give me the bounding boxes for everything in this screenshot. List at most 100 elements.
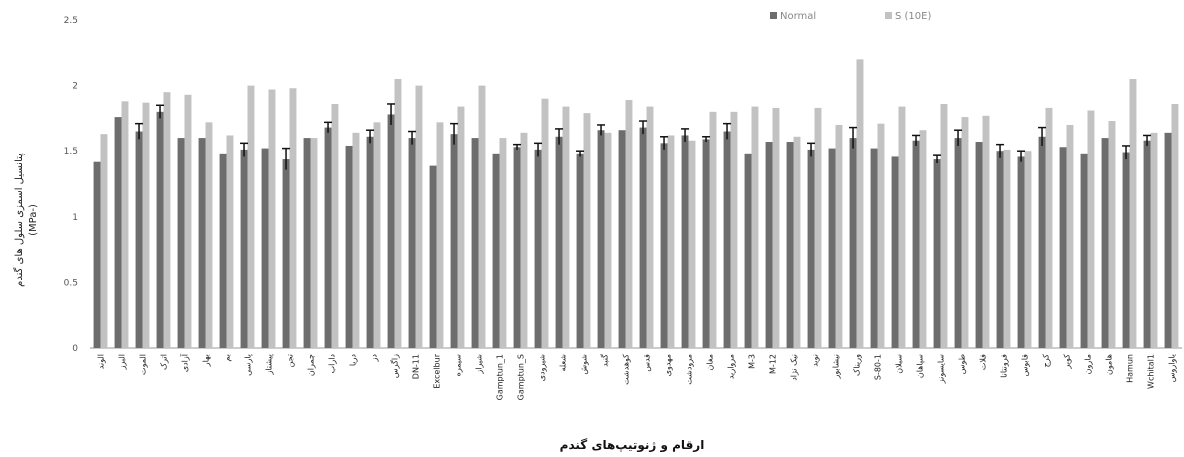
category-label: مروارید [727, 354, 736, 379]
category-label: شیرودی [538, 354, 547, 382]
category-label: کویر [1063, 354, 1072, 370]
category-label: الوند [97, 354, 106, 369]
category-label: Hamun [1126, 354, 1135, 383]
bar-normal [723, 131, 731, 348]
category-label: الموت [139, 354, 148, 375]
bar-stress [1045, 107, 1053, 349]
bar-stress [1108, 121, 1116, 349]
category-label: دز [370, 354, 379, 363]
bar-stress [373, 122, 381, 348]
bar-normal [93, 161, 101, 348]
bar-stress [961, 117, 969, 348]
y-tick-label: 0 [72, 344, 78, 354]
bar-stress [940, 103, 948, 348]
bar-normal [765, 142, 773, 348]
bar-stress [394, 79, 402, 348]
y-tick-label: 1.5 [64, 147, 78, 157]
category-label: S-80-1 [874, 354, 883, 380]
category-label: DN-11 [412, 354, 421, 379]
category-label: شوش [580, 354, 589, 375]
error-bars [135, 103, 1152, 170]
category-label: مارون [1084, 354, 1093, 374]
bar-normal [870, 148, 878, 348]
category-label: شیراز [475, 354, 484, 375]
bar-normal [618, 130, 626, 348]
bar-stress [982, 115, 990, 348]
category-label: کرج [1042, 354, 1051, 368]
bar-normal [828, 148, 836, 348]
bar-normal [1101, 138, 1109, 348]
bar-normal [891, 156, 899, 348]
category-label: Wchital1 [1147, 354, 1156, 389]
bar-stress [604, 132, 612, 348]
category-label: فرونتانا [1000, 354, 1009, 378]
category-label: Gamptun_S [517, 354, 526, 400]
category-label: سایسونز [937, 354, 946, 385]
bar-normal [282, 159, 290, 348]
bar-stress [352, 132, 360, 348]
category-label: قابوس [1021, 354, 1030, 377]
bar-stress [121, 101, 129, 348]
bar-stress [583, 113, 591, 349]
bar-normal [387, 114, 395, 349]
legend-label-normal: Normal [780, 11, 816, 22]
bar-normal [429, 165, 437, 348]
bar-stress [751, 106, 759, 348]
y-axis-title-line2: (MPa-) [28, 204, 39, 236]
category-label: مرودشت [685, 354, 694, 385]
bar-stress [1129, 79, 1137, 348]
bar-normal [471, 138, 479, 348]
bar-stress [289, 88, 297, 348]
bar-stress [919, 130, 927, 348]
category-label: M-12 [769, 354, 778, 374]
category-label: Gamptun_1 [496, 354, 505, 400]
category-label: نیک نژاد [790, 354, 799, 381]
category-label: M-3 [748, 354, 757, 369]
bar-normal [996, 151, 1004, 348]
bar-normal [156, 111, 164, 348]
bar-stress [1066, 124, 1074, 349]
bar-stress [436, 122, 444, 348]
bar-stress [163, 92, 171, 348]
bar-normal [975, 142, 983, 348]
bar-stress [457, 106, 465, 348]
bar-normal [807, 149, 815, 348]
bar-normal [1080, 153, 1088, 348]
bar-normal [954, 138, 962, 348]
bar-normal [534, 149, 542, 348]
category-label: نیشابور [832, 354, 841, 379]
bar-stress [310, 138, 318, 348]
bar-normal [744, 153, 752, 348]
bar-stress [667, 135, 675, 348]
bar-normal [1038, 136, 1046, 348]
category-label: پیشتاز [265, 354, 274, 376]
y-axis-title-line1: پتانسیل اسمزی سلول های گندم [13, 153, 25, 287]
bar-normal [408, 138, 416, 348]
y-tick-label: 2.5 [64, 16, 78, 26]
bar-normal [219, 153, 227, 348]
bar-normal [198, 138, 206, 348]
y-tick-label: 2 [72, 82, 78, 92]
bar-stress [478, 85, 486, 348]
x-axis-title: ارقام و ژنوتیپ‌های گندم [560, 438, 705, 453]
bar-normal [1143, 140, 1151, 348]
category-label: مغان [706, 354, 715, 370]
bar-normal [513, 147, 521, 348]
bar-stress [835, 124, 843, 349]
bar-normal [1017, 156, 1025, 348]
category-label: داراب [328, 354, 337, 374]
y-tick-label: 0.5 [64, 278, 78, 288]
category-label: چمران [307, 354, 316, 376]
category-label: سبلان [895, 354, 904, 374]
bar-normal [366, 136, 374, 348]
bar-normal [660, 143, 668, 348]
category-labels: الوند البرز الموت اترک آزادی بهار بم پارسی پیشتا… [97, 353, 1177, 400]
legend-swatch-normal [770, 12, 777, 19]
bar-normal [933, 159, 941, 348]
bar-normal [597, 130, 605, 348]
bar-normal [324, 127, 332, 348]
category-label: اترک [160, 354, 169, 370]
bar-normal [1164, 132, 1172, 348]
category-label: کوهدشت [622, 354, 631, 385]
bar-stress [541, 98, 549, 348]
